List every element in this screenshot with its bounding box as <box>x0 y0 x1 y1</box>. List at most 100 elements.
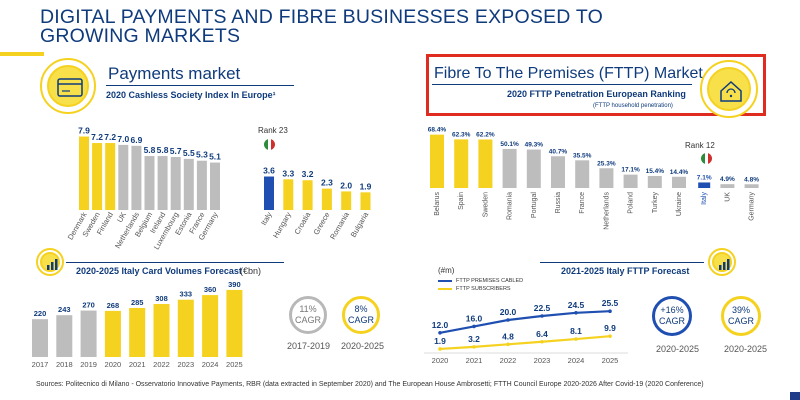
tick-label-2024: 2024 <box>568 356 585 365</box>
tick-label-portugal: Portugal <box>531 192 538 219</box>
point-fttp-premises-cabled-2022 <box>506 318 510 322</box>
tick-label-2022: 2022 <box>500 356 517 365</box>
fttp-subs-cagr-circle: 39% CAGR <box>721 296 761 336</box>
page-title-line1: DIGITAL PAYMENTS AND FIBRE BUSINESSES EX… <box>40 6 603 28</box>
tick-label-spain: Spain <box>458 192 465 210</box>
title-accent-bar <box>0 52 44 56</box>
fttp-forecast-divider <box>540 262 704 263</box>
cagr-2020-2025-circle: 8% CAGR <box>342 296 380 334</box>
cagr-value: 11% <box>299 304 317 314</box>
tick-label-romania: Romania <box>328 210 351 241</box>
cagr-value: 8% <box>354 304 368 314</box>
cagr-value: +16% <box>660 305 684 315</box>
point-fttp-subscribers-2024 <box>574 337 578 341</box>
page-title: DIGITAL PAYMENTS AND FIBRE BUSINESSES EX… <box>40 6 603 47</box>
payments-divider <box>106 85 294 86</box>
cagr-label: CAGR <box>727 316 754 326</box>
point-fttp-subscribers-2021 <box>472 345 476 349</box>
tick-label-sweden: Sweden <box>482 192 489 217</box>
legend-item-cabled: FTTP PREMISES CABLED <box>438 278 556 284</box>
bar-uk <box>720 184 735 188</box>
tick-label-uk: UK <box>724 192 731 202</box>
cagr-period: 2017-2019 <box>287 341 331 351</box>
page-title-line2: GROWING MARKETS <box>40 25 241 47</box>
fttp-forecast-unit: (#m) <box>438 266 455 275</box>
value-label-fttp-subscribers-2020: 1.9 <box>434 336 446 346</box>
point-fttp-subscribers-2020 <box>438 347 442 351</box>
fttp-title: Fibre To The Premises (FTTP) Market <box>434 65 703 82</box>
point-fttp-premises-cabled-2023 <box>540 314 544 318</box>
value-label-estonia: 5.5 <box>183 148 195 158</box>
card-forecast-unit: (€bn) <box>240 266 262 276</box>
tick-label-france: France <box>579 192 586 214</box>
value-label-fttp-subscribers-2024: 8.1 <box>570 326 582 336</box>
tick-label-italy: Italy <box>259 210 274 227</box>
value-label-2018: 243 <box>58 305 71 314</box>
tick-label-2022: 2022 <box>153 360 170 369</box>
value-label-poland: 17.1% <box>621 167 640 174</box>
cagr-label: CAGR <box>347 315 374 325</box>
bar-russia <box>551 156 565 188</box>
value-label-uk: 7.0 <box>117 134 129 144</box>
bar-ukraine <box>672 176 686 188</box>
value-label-belarus: 68.4% <box>428 127 447 134</box>
point-fttp-premises-cabled-2021 <box>472 324 476 329</box>
value-label-france: 5.3 <box>196 150 208 160</box>
bar-italy <box>698 182 711 188</box>
payments-title: Payments market <box>108 64 241 83</box>
value-label-fttp-premises-cabled-2022: 20.0 <box>500 307 517 317</box>
tick-label-2019: 2019 <box>80 360 97 369</box>
value-label-fttp-premises-cabled-2020: 12.0 <box>432 320 449 330</box>
value-label-belgium: 5.8 <box>144 145 156 155</box>
bar-croatia <box>302 180 313 210</box>
bar-romania <box>341 191 352 210</box>
bar-netherlands <box>599 168 614 188</box>
bar-france <box>196 160 207 210</box>
bar-uk <box>118 144 129 210</box>
corner-accent <box>790 392 800 400</box>
value-label-hungary: 3.3 <box>282 168 294 178</box>
tick-label-2018: 2018 <box>56 360 73 369</box>
tick-label-2025: 2025 <box>602 356 619 365</box>
tick-label-2023: 2023 <box>534 356 551 365</box>
value-label-netherlands: 25.3% <box>597 160 616 167</box>
cagr-label: CAGR <box>658 316 685 326</box>
value-label-fttp-subscribers-2021: 3.2 <box>468 334 480 344</box>
point-fttp-subscribers-2022 <box>506 342 510 347</box>
value-label-bulgaria: 1.9 <box>360 181 372 191</box>
card-forecast-title: 2020-2025 Italy Card Volumes Forecast <box>76 266 242 276</box>
card-volumes-chart: 220 2017 243 2018 270 2019 268 2020 285 2021 308 20… <box>32 280 243 369</box>
value-label-portugal: 49.3% <box>525 142 544 149</box>
tick-label-2017: 2017 <box>32 360 49 369</box>
tick-label-croatia: Croatia <box>292 210 312 236</box>
italy-flag-icon <box>701 153 712 164</box>
point-fttp-premises-cabled-2025 <box>608 309 612 313</box>
tick-label-poland: Poland <box>628 192 635 214</box>
bar-germany <box>210 162 220 210</box>
value-label-fttp-subscribers-2022: 4.8 <box>502 331 514 341</box>
tick-label-hungary: Hungary <box>271 210 293 239</box>
bar-2018 <box>56 315 73 357</box>
bar-chart-icon <box>708 248 736 276</box>
point-fttp-premises-cabled-2024 <box>574 311 578 315</box>
bar-italy <box>264 176 274 210</box>
bar-bulgaria <box>360 192 371 210</box>
cagr-label: CAGR <box>294 315 321 325</box>
payments-subtitle: 2020 Cashless Society Index In Europe¹ <box>106 90 276 100</box>
tick-label-bulgaria: Bulgaria <box>349 210 371 239</box>
card-icon <box>40 58 96 114</box>
fttp-penetration-chart: 68.4% Belarus 62.3% Spain 62.2% Sweden 50.1% Ro… <box>428 127 759 230</box>
cagr-period: 2020-2025 <box>724 344 768 354</box>
point-fttp-subscribers-2025 <box>608 334 612 338</box>
tick-label-netherlands: Netherlands <box>603 192 610 230</box>
bar-belarus <box>430 134 444 188</box>
value-label-russia: 40.7% <box>549 148 568 155</box>
tick-label-2025: 2025 <box>226 360 243 369</box>
cagr-period: 2020-2025 <box>341 341 385 351</box>
value-label-2024: 360 <box>204 285 217 294</box>
value-label-2025: 390 <box>228 280 241 289</box>
value-label-greece: 2.3 <box>321 178 333 188</box>
fttp-forecast-title: 2021-2025 Italy FTTP Forecast <box>561 266 690 276</box>
value-label-fttp-premises-cabled-2023: 22.5 <box>534 303 551 313</box>
tick-label-turkey: Turkey <box>652 192 659 214</box>
